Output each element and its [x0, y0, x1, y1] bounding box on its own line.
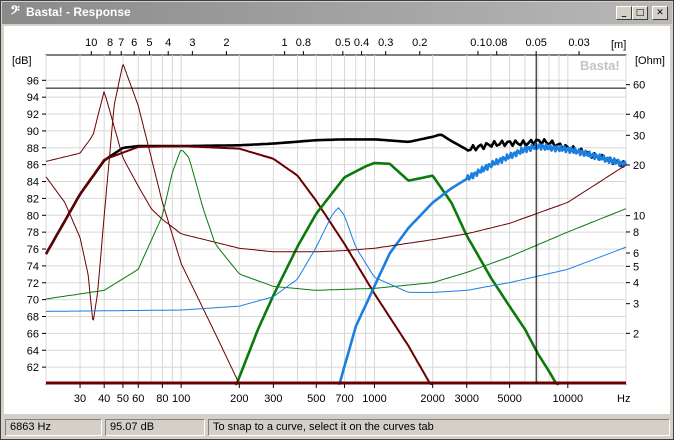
meter-tick-label: 0.5 [335, 37, 350, 49]
ohm-tick-label: 4 [633, 278, 639, 290]
status-frequency: 6863 Hz [5, 419, 102, 436]
hz-tick-label: 30 [74, 393, 86, 405]
maximize-button[interactable]: □ [632, 6, 648, 20]
ohm-tick-label: 40 [633, 109, 645, 121]
db-tick-label: 84 [27, 177, 39, 189]
ohm-unit-label: [Ohm] [635, 55, 665, 67]
meter-tick-label: 0.08 [486, 37, 507, 49]
axis-ticks: 9694929088868482807876747270686664626040… [27, 37, 646, 405]
curve-7[interactable] [46, 207, 627, 312]
ohm-tick-label: 5 [633, 261, 639, 273]
curve-4[interactable] [45, 91, 627, 253]
hz-tick-label: 100 [172, 393, 190, 405]
ohm-tick-label: 6 [633, 248, 639, 260]
hz-tick-label: 500 [307, 393, 325, 405]
meter-tick-label: 0.4 [354, 37, 369, 49]
meter-tick-label: 0.1 [470, 37, 485, 49]
title-bar[interactable]: 𝄢 Basta! - Response _ □ ✕ [2, 2, 672, 24]
hz-unit-label: Hz [617, 393, 630, 405]
ohm-tick-label: 20 [633, 160, 645, 172]
meter-tick-label: 1 [282, 37, 288, 49]
db-tick-label: 74 [27, 261, 39, 273]
hz-tick-label: 3000 [454, 393, 478, 405]
meter-tick-label: 0.2 [412, 37, 427, 49]
curve-6[interactable] [45, 150, 627, 300]
ohm-tick-label: 30 [633, 130, 645, 142]
db-tick-label: 92 [27, 109, 39, 121]
curve-2[interactable] [235, 161, 559, 386]
meter-tick-label: 10 [85, 37, 97, 49]
db-tick-label: 80 [27, 210, 39, 222]
meter-tick-label: 0.8 [296, 37, 311, 49]
db-tick-label: 64 [27, 345, 39, 357]
db-tick-label: 94 [27, 92, 39, 104]
ohm-tick-label: 8 [633, 227, 639, 239]
db-tick-label: 90 [27, 126, 39, 138]
meter-tick-label: 0.03 [568, 37, 589, 49]
close-button[interactable]: ✕ [652, 6, 668, 20]
meter-tick-label: 6 [131, 37, 137, 49]
curves[interactable] [44, 55, 628, 386]
curve-5[interactable] [45, 64, 240, 385]
db-tick-label: 62 [27, 362, 39, 374]
status-level: 95.07 dB [105, 419, 205, 436]
db-tick-label: 88 [27, 143, 39, 155]
window-title: Basta! - Response [26, 5, 131, 19]
response-plot-area[interactable]: 96 94 92 90 88 86 84 82 80 78 76 74 72 70 68 66 64 62 60 40… [4, 26, 670, 414]
curve-3[interactable] [337, 142, 628, 386]
response-chart[interactable]: 9694929088868482807876747270686664626040… [4, 26, 670, 414]
hz-tick-label: 300 [264, 393, 282, 405]
curve-1[interactable] [45, 145, 433, 385]
db-tick-label: 70 [27, 295, 39, 307]
db-tick-label: 66 [27, 328, 39, 340]
db-tick-label: 68 [27, 312, 39, 324]
hz-tick-label: 2000 [420, 393, 444, 405]
status-bar: 6863 Hz 95.07 dB To snap to a curve, sel… [2, 415, 672, 439]
hz-tick-label: 5000 [497, 393, 521, 405]
plot-frame [45, 54, 627, 385]
db-tick-label: 86 [27, 160, 39, 172]
hz-tick-label: 700 [335, 393, 353, 405]
ohm-tick-label: 2 [633, 328, 639, 340]
meter-unit-label: [m] [611, 39, 626, 51]
hz-tick-label: 1000 [362, 393, 386, 405]
hz-tick-label: 80 [156, 393, 168, 405]
meter-tick-label: 3 [189, 37, 195, 49]
ohm-tick-label: 3 [633, 299, 639, 311]
db-tick-label: 82 [27, 193, 39, 205]
ohm-tick-label: 10 [633, 211, 645, 223]
meter-tick-label: 0.05 [525, 37, 546, 49]
meter-tick-label: 0.3 [378, 37, 393, 49]
ohm-tick-label: 60 [633, 80, 645, 92]
minimize-button[interactable]: _ [616, 6, 632, 20]
meter-tick-label: 5 [146, 37, 152, 49]
hz-tick-label: 40 [98, 393, 110, 405]
db-tick-label: 96 [27, 75, 39, 87]
hz-tick-label: 60 [132, 393, 144, 405]
db-tick-label: 76 [27, 244, 39, 256]
meter-tick-label: 8 [107, 37, 113, 49]
status-hint: To snap to a curve, select it on the cur… [208, 419, 670, 436]
db-tick-label: 72 [27, 278, 39, 290]
hz-tick-label: 10000 [553, 393, 584, 405]
meter-tick-label: 7 [118, 37, 124, 49]
db-unit-label: [dB] [12, 55, 32, 67]
meter-tick-label: 4 [165, 37, 171, 49]
hz-tick-label: 50 [117, 393, 129, 405]
basta-watermark: Basta! [580, 58, 620, 73]
meter-tick-label: 2 [223, 37, 229, 49]
hz-tick-label: 200 [230, 393, 248, 405]
db-tick-label: 78 [27, 227, 39, 239]
music-note-icon[interactable]: 𝄢 [10, 3, 20, 21]
